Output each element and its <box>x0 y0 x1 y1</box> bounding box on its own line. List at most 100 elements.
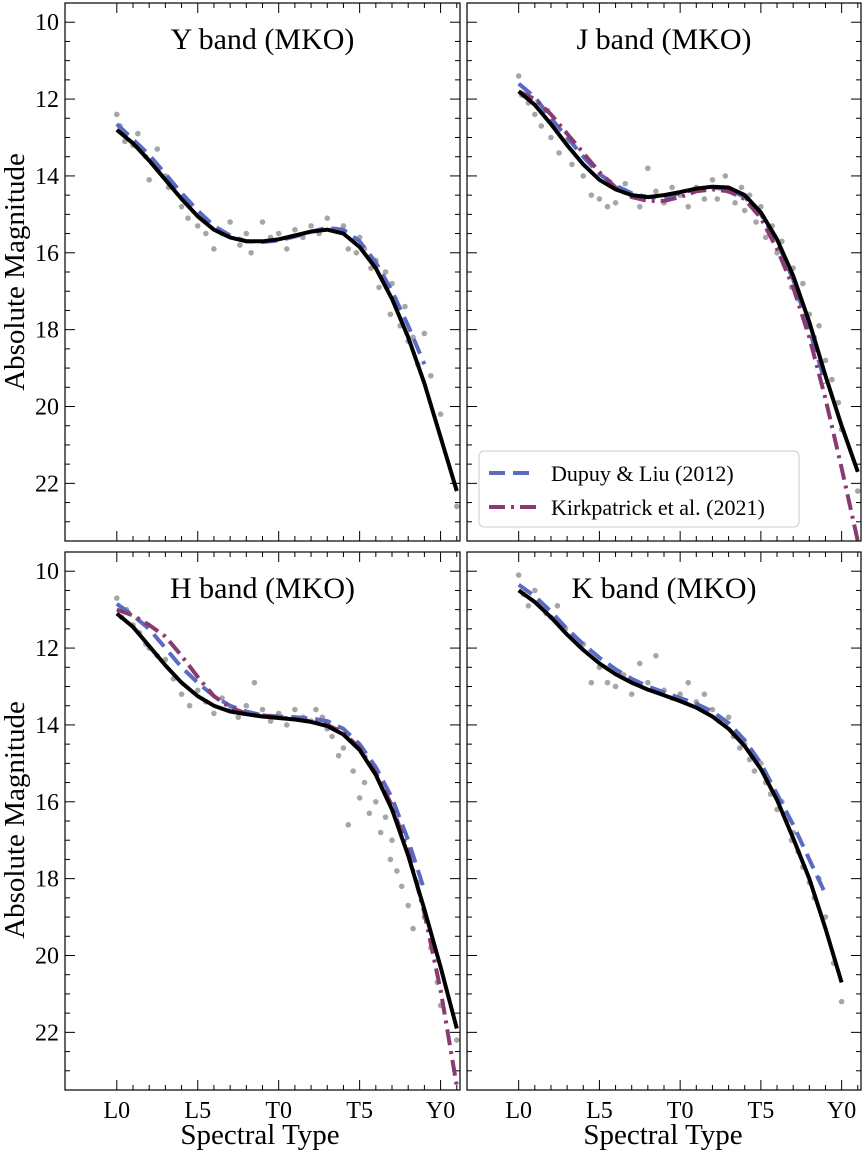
panel-title: Y band (MKO) <box>171 23 355 56</box>
data-point <box>596 196 603 202</box>
x-tick-label: T0 <box>265 1098 292 1124</box>
y-tick-label: 22 <box>35 1020 59 1046</box>
series-line-solid <box>517 89 860 473</box>
data-point <box>532 587 538 594</box>
data-point <box>604 203 611 210</box>
data-point <box>816 323 822 329</box>
data-point <box>437 411 444 417</box>
data-point <box>345 822 352 828</box>
data-point <box>453 1037 460 1043</box>
data-point <box>554 603 561 609</box>
x-axis-title-left: Spectral Type <box>180 1119 339 1151</box>
x-tick-label: L5 <box>586 1098 613 1124</box>
data-point <box>548 134 554 141</box>
data-point <box>356 795 363 801</box>
data-point <box>308 223 314 229</box>
data-point <box>146 176 152 183</box>
data-point <box>194 687 201 694</box>
data-point <box>525 603 532 609</box>
plot-area <box>515 572 845 1005</box>
data-point <box>398 883 405 890</box>
data-point <box>376 284 382 291</box>
data-point <box>854 488 861 494</box>
data-point <box>259 706 266 713</box>
data-point <box>538 123 545 129</box>
data-point <box>335 752 342 759</box>
data-point <box>714 196 721 202</box>
data-point <box>569 161 575 168</box>
data-point <box>751 768 758 774</box>
data-point <box>186 702 193 709</box>
legend-entry: Kirkpatrick et al. (2021) <box>551 495 765 520</box>
series-line-dashdot <box>517 89 860 541</box>
x-tick-label: Y0 <box>426 1098 455 1124</box>
series-line-solid <box>115 128 459 492</box>
series-line-dashed <box>517 82 828 384</box>
data-point <box>410 925 416 932</box>
data-point <box>324 215 331 221</box>
data-point <box>453 503 460 510</box>
data-point <box>178 203 185 210</box>
data-point <box>421 330 428 337</box>
data-point <box>366 810 373 817</box>
data-point <box>203 230 209 237</box>
data-point <box>251 679 258 686</box>
data-point <box>822 357 829 364</box>
data-point <box>428 372 434 379</box>
data-point <box>243 702 250 709</box>
data-point <box>211 246 217 252</box>
y-tick-label: 12 <box>35 636 59 662</box>
x-tick-label: Y0 <box>827 1098 856 1124</box>
data-point <box>669 184 675 191</box>
data-point <box>135 130 141 137</box>
x-tick-label: L5 <box>184 1098 211 1124</box>
panel-title: J band (MKO) <box>577 23 752 56</box>
y-tick-label: 18 <box>35 318 59 344</box>
data-point <box>645 679 651 686</box>
data-point <box>243 230 250 237</box>
legend-box <box>478 450 800 528</box>
data-point <box>653 652 659 659</box>
data-point <box>738 184 745 191</box>
data-point <box>725 714 732 721</box>
data-point <box>762 234 769 241</box>
x-tick-label: T5 <box>346 1098 373 1124</box>
data-point <box>580 173 587 179</box>
data-point <box>340 745 347 751</box>
y-tick-label: 12 <box>35 87 59 113</box>
panel-1: 10 12 14 16 18 20 22 Y band (MKO) <box>35 2 461 542</box>
data-point <box>622 180 629 187</box>
data-point <box>405 902 411 909</box>
y-tick-label: 14 <box>35 164 59 190</box>
data-point <box>701 691 708 697</box>
data-point <box>154 146 161 152</box>
data-point <box>410 334 416 341</box>
x-tick-label: T5 <box>748 1098 775 1124</box>
data-point <box>722 173 729 179</box>
data-point <box>838 998 845 1005</box>
axis-ticks <box>65 3 460 541</box>
y-tick-label: 16 <box>35 790 59 816</box>
x-tick-label: L0 <box>103 1098 130 1124</box>
scatter-points <box>114 111 460 510</box>
data-point <box>636 203 643 210</box>
x-axis-title-right: Spectral Type <box>583 1119 742 1151</box>
y-axis-title-top: Absolute Magnitude <box>0 153 31 391</box>
plot-frame <box>466 2 862 542</box>
data-point <box>402 303 408 310</box>
data-point <box>292 226 298 233</box>
data-point <box>353 249 360 256</box>
y-tick-label: 20 <box>35 395 59 421</box>
y-axis-title-bottom: Absolute Magnitude <box>0 701 31 939</box>
x-tick-label: T0 <box>667 1098 694 1124</box>
data-point <box>248 249 254 256</box>
data-point <box>211 710 217 717</box>
data-point <box>283 246 290 252</box>
series-line-solid <box>115 611 459 1030</box>
plot-frame <box>64 551 461 1091</box>
data-point <box>178 691 185 697</box>
series-line-dashed <box>115 602 427 891</box>
data-point <box>350 768 356 774</box>
legend-entry: Dupuy & Liu (2012) <box>551 461 734 486</box>
y-tick-label: 10 <box>35 559 59 585</box>
